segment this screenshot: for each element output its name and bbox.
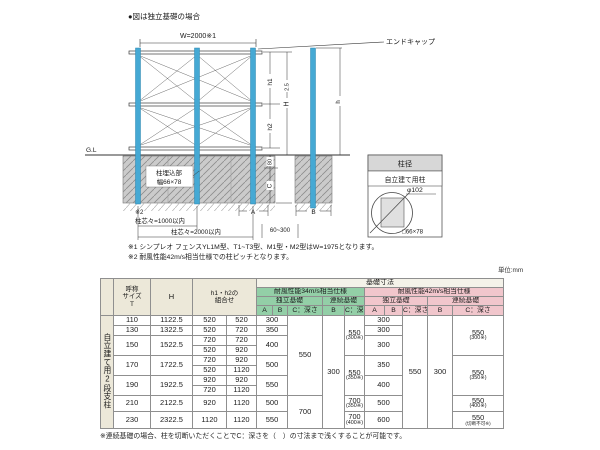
post-diameter-box: 柱径 自立建て用柱 φ102 □66×78 (367, 154, 443, 238)
table-row: 170 1722.5 720 920 500 550 (350※) 350 55… (101, 355, 505, 396)
dim-C-label: C (267, 183, 274, 188)
c34b-merged-cell: 700 (287, 395, 323, 429)
col-header-Bc42: B (427, 305, 453, 316)
cc42-cell: 550 (300※) (451, 315, 505, 356)
col-header-spec34: 耐風性能34m/s相当仕様 (256, 287, 365, 297)
size-cell: 110 (113, 315, 151, 326)
col-header-C34: C：深さ (287, 305, 323, 316)
col-header-Cc42: C：深さ (451, 305, 505, 316)
col-header-C42: C：深さ (402, 305, 428, 316)
pitch-note-ref: ※2 (135, 210, 144, 216)
post (194, 47, 200, 205)
col-header-foundation: 基礎寸法 (255, 278, 505, 288)
foundation-table-wrap: 呼称 サイズ T H h1・h2の 組合せ 基礎寸法 耐風性能34m/s相当仕様… (100, 278, 505, 429)
col-header-Cc34: C：深さ (344, 305, 365, 316)
col-header-B34: B (272, 305, 288, 316)
col-header-h1h2: h1・h2の 組合せ (192, 278, 257, 316)
note-1: ※1 シンプレオ フェンスYL1M型、T1~T3型、M1型・M2型はW=1975… (128, 242, 378, 251)
col-header-A42: A (364, 305, 385, 316)
cc34-cell: 550 (300※) (344, 315, 365, 356)
dim-25-label: 2.5 (285, 83, 291, 91)
endcap-label: エンドキャップ (386, 38, 435, 46)
col-header-cont42: 連続基礎 (426, 296, 505, 306)
h2-cell: 520 (226, 315, 257, 326)
gap-60-300-label: 60~300 (270, 228, 291, 234)
c42-merged-cell: 550 (402, 315, 428, 429)
square-66x78-label: □66×78 (402, 229, 424, 236)
col-header-B42: B (384, 305, 403, 316)
h1-cell: 520 (192, 315, 227, 326)
fence-posts (135, 47, 316, 209)
dim-80-label: 80 (268, 159, 274, 165)
box-subtitle: 自立建て用柱 (385, 175, 426, 184)
col-header-Bc34: B (322, 305, 345, 316)
col-header-indep42: 独立基礎 (364, 296, 428, 306)
col-header-size: 呼称 サイズ T (113, 278, 151, 316)
col-header-cont34: 連続基礎 (322, 296, 365, 306)
col-header-indep34: 独立基礎 (256, 296, 323, 306)
post (250, 47, 256, 205)
dim-H-label: H (284, 101, 291, 106)
table-row: 150 1522.5 720 720 400 300 (101, 335, 504, 356)
col-header-spec42: 耐風性能42m/s相当仕様 (363, 287, 505, 297)
foundation-table: 呼称 サイズ T H h1・h2の 組合せ 基礎寸法 耐風性能34m/s相当仕様… (100, 278, 505, 429)
table-footnote: ※連続基礎の場合、柱を切断いただくことでC：深さを（ ）の寸法まで浅くすることが… (100, 433, 407, 440)
embed-size-label: 幅66×78 (157, 177, 182, 186)
dia-102-label: φ102 (407, 187, 423, 194)
cc42-cell: 550 (350※) (451, 355, 505, 396)
pitch-1000-label: 柱芯々=1000以内 (135, 216, 185, 225)
dim-h-right-label: h (336, 100, 342, 103)
cc34-cell: 700 (400※) (344, 411, 365, 429)
embed-part-label: 柱埋込部 (156, 168, 183, 177)
pitch-2000-label: 柱芯々=2000以内 (171, 227, 221, 236)
cc34-cell: 550 (350※) (344, 355, 365, 396)
width-dimension-label: W=2000※1 (180, 33, 216, 40)
cc34-cell: 700 (350※) (344, 395, 365, 412)
dim-h2-label: h2 (267, 123, 274, 131)
cc42-cell: 550 (400※) (451, 395, 505, 412)
table-row: 自立建て用2段支柱 110 1122.5 520 520 300 550 300… (100, 315, 505, 429)
group-header-spacer (100, 278, 114, 316)
H-cell: 1122.5 (150, 315, 193, 326)
post-square-section (380, 197, 405, 228)
unit-label: 単位:mm (498, 267, 524, 274)
lattice-wires-upper (137, 54, 254, 103)
table-row: 190 1922.5 920 920 550 400 (101, 375, 504, 396)
ab42-cell: 300 (364, 315, 403, 326)
row-group-label: 自立建て用2段支柱 (100, 315, 114, 429)
table-row: 230 2322.5 1120 1120 550 700 (400※) 600 … (101, 411, 505, 429)
bc42-merged-cell: 300 (427, 315, 453, 429)
ab34-cell: 300 (256, 315, 288, 326)
cc42-cell: 550 (切断不可※) (451, 411, 505, 429)
dim-B-label: B (311, 209, 315, 216)
post-section-b (310, 47, 316, 209)
ground-line-label: G.L (86, 147, 97, 154)
table-row: 130 1322.5 520 720 350 300 (101, 325, 504, 336)
col-header-A34: A (256, 305, 273, 316)
post-round-section (371, 192, 413, 234)
col-header-H: H (150, 278, 193, 316)
installation-diagram: ●図は独立基礎の場合 W=2000※1 エンドキャップ G.L (85, 11, 443, 261)
note-2: ※2 耐風性能42m/s相当仕様での柱ピッチとなります。 (128, 252, 293, 261)
dim-A-label: A (251, 209, 256, 216)
c34-merged-cell: 550 (287, 315, 323, 396)
post (135, 47, 141, 205)
diagram-caption: ●図は独立基礎の場合 (128, 11, 201, 21)
bc34-merged-cell: 300 (322, 315, 345, 429)
dim-h1-label: h1 (267, 78, 274, 86)
box-title: 柱径 (398, 160, 412, 169)
